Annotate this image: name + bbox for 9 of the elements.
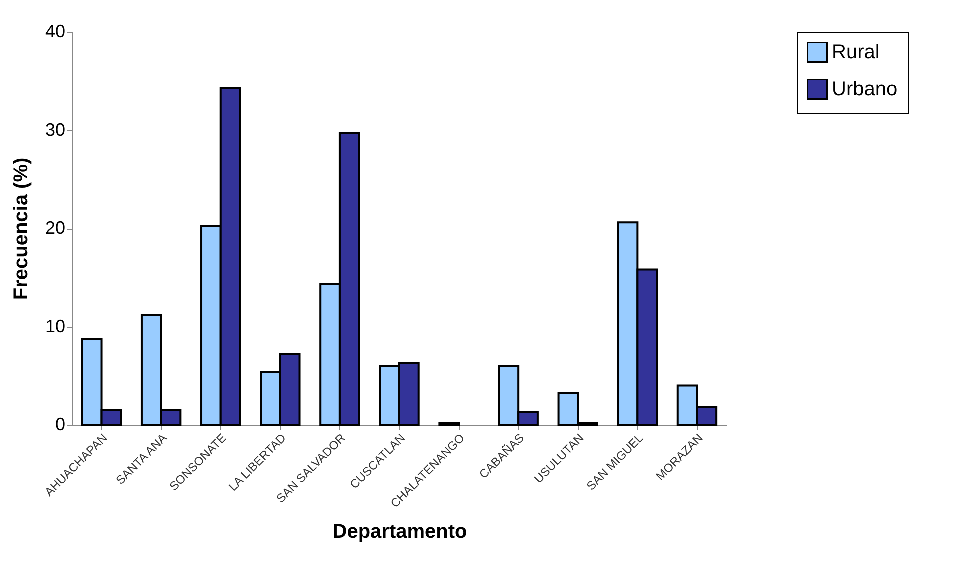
x-axis-title: Departamento: [332, 520, 468, 543]
y-tick-label: 30: [45, 120, 66, 140]
y-axis-title: Frecuencia (%): [10, 158, 32, 300]
legend-label: Rural: [832, 42, 880, 64]
y-tick-label: 10: [45, 316, 66, 336]
y-tick-label: 0: [55, 414, 66, 434]
legend-label: Urbano: [832, 78, 898, 100]
y-tick-label: 20: [45, 218, 66, 238]
y-tick-label: 40: [45, 22, 66, 42]
